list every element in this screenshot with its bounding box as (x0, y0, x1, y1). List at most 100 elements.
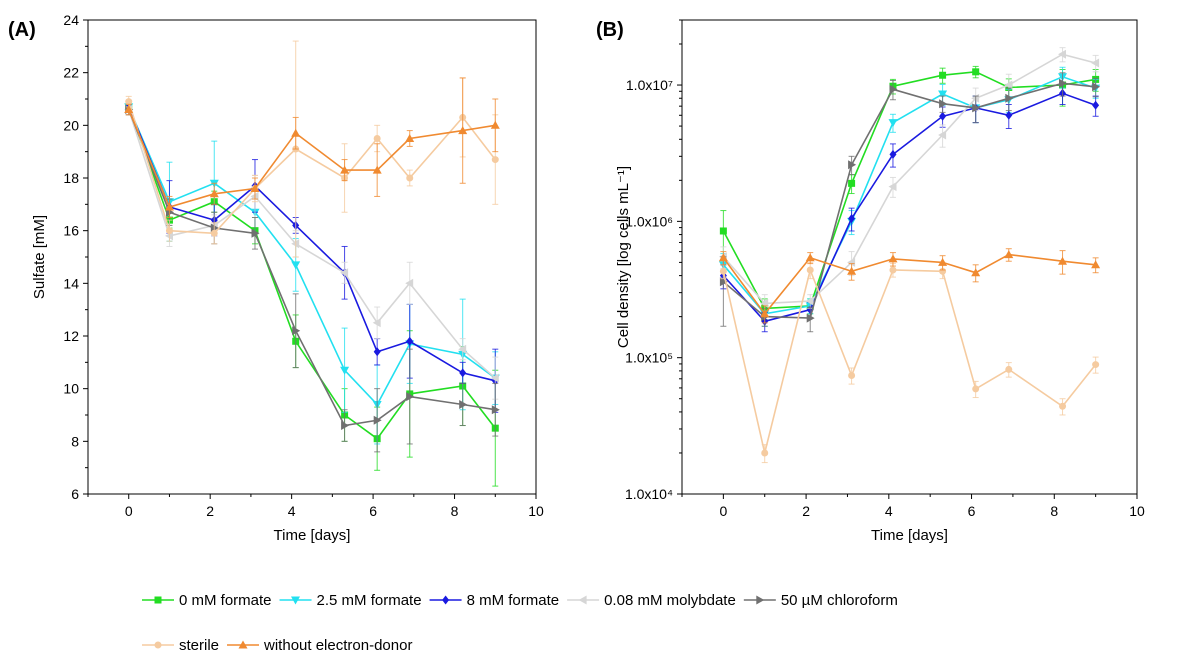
data-point (888, 182, 897, 192)
data-point (1005, 110, 1013, 120)
series-line (127, 109, 496, 379)
legend-swatch-marker (578, 595, 587, 605)
data-point (888, 254, 898, 263)
data-point (847, 266, 857, 275)
data-point (372, 318, 381, 328)
data-point (340, 268, 349, 278)
series-line (722, 70, 1096, 310)
data-point (939, 71, 947, 79)
panel-a-y-tick-label: 18 (63, 170, 79, 186)
data-point (1004, 80, 1013, 90)
series-line (127, 101, 496, 235)
data-point (251, 228, 260, 238)
data-point (458, 344, 467, 354)
panel-b-x-tick-label: 2 (802, 503, 810, 519)
series-line (722, 75, 1096, 315)
series-line (722, 92, 1096, 323)
data-point (848, 372, 856, 380)
data-point (888, 119, 898, 128)
data-point (972, 68, 980, 76)
data-point (373, 415, 382, 425)
legend-item: 0.08 mM molybdate (567, 592, 736, 609)
data-point (491, 405, 500, 415)
data-point (291, 239, 300, 249)
data-point (972, 385, 980, 393)
data-point (1058, 49, 1066, 59)
data-point (971, 268, 981, 277)
data-point (124, 105, 134, 113)
data-point (373, 347, 381, 357)
legend-label: 0.08 mM molybdate (604, 592, 736, 609)
data-point (341, 421, 350, 430)
panel-b-x-tick-label: 4 (885, 503, 893, 519)
panel-a-y-tick-label: 14 (63, 275, 79, 291)
panel-a-series (125, 40, 499, 258)
panel-a-y-tick-label: 24 (63, 12, 79, 28)
data-point (719, 227, 727, 235)
panel-b-series (718, 66, 1101, 327)
panel-b-x-tick-label: 10 (1129, 503, 1145, 519)
legend-swatch-marker (238, 640, 248, 649)
panel-b-plot-frame (681, 19, 1138, 495)
panel-a-x-tick-label: 2 (206, 503, 214, 519)
data-point (250, 184, 260, 192)
panel-a-y-tick-label: 10 (63, 381, 79, 397)
data-point (805, 296, 814, 306)
legend: 0 mM formate 2.5 mM formate 8 mM formate 0.… (142, 592, 898, 654)
panel-a-series (124, 103, 499, 400)
data-point (291, 261, 301, 270)
data-point (406, 174, 414, 182)
data-point (848, 160, 857, 170)
data-point (490, 373, 499, 383)
data-point (719, 277, 728, 287)
panel-a-y-axis-label: Sulfate [mM] (31, 215, 48, 299)
data-point (291, 128, 301, 137)
data-point (1091, 260, 1101, 269)
data-point (125, 98, 133, 106)
panel-a-plot-frame (87, 19, 537, 495)
data-point (889, 84, 898, 94)
data-point (889, 266, 897, 274)
panel-b-series (718, 47, 1100, 315)
panel-a-series (124, 77, 500, 218)
panel-b-label: (B) (596, 19, 624, 41)
panel-a-x-tick-label: 6 (369, 503, 377, 519)
series-line (722, 253, 1096, 316)
legend-swatch-marker (291, 596, 300, 605)
data-point (938, 90, 948, 99)
data-point (1005, 365, 1013, 373)
data-point (210, 229, 218, 237)
data-point (1091, 58, 1100, 68)
panel-a-x-tick-label: 8 (451, 503, 459, 519)
data-point (1092, 361, 1100, 369)
legend-swatch-marker (154, 641, 162, 649)
data-point (805, 253, 815, 262)
data-point (459, 368, 467, 378)
data-point (459, 400, 468, 409)
data-point (1005, 93, 1014, 103)
legend-item: without electron-donor (227, 637, 412, 654)
panel-a-y-tick-label: 16 (63, 223, 79, 239)
legend-item: 0 mM formate (142, 592, 272, 609)
data-point (760, 309, 770, 318)
legend-swatch-marker (756, 595, 765, 605)
data-point (718, 253, 728, 262)
panel-b-series (719, 72, 1101, 333)
data-point (847, 257, 856, 267)
legend-label: 0 mM formate (179, 592, 272, 609)
panel-b-y-tick-label: 1.0x10⁴ (625, 486, 673, 502)
legend-swatch-marker (154, 596, 162, 604)
data-point (806, 313, 815, 323)
panel-a-series (124, 101, 500, 445)
panel-b-x-axis-label: Time [days] (871, 527, 948, 544)
series-line (127, 109, 496, 427)
panel-a-y-tick-label: 6 (71, 486, 79, 502)
panel-b-series (719, 83, 1100, 333)
data-point (458, 126, 468, 135)
panel-a-x-axis-label: Time [days] (274, 527, 351, 544)
data-point (806, 266, 814, 274)
series-line (722, 82, 1096, 319)
data-point (372, 165, 382, 174)
